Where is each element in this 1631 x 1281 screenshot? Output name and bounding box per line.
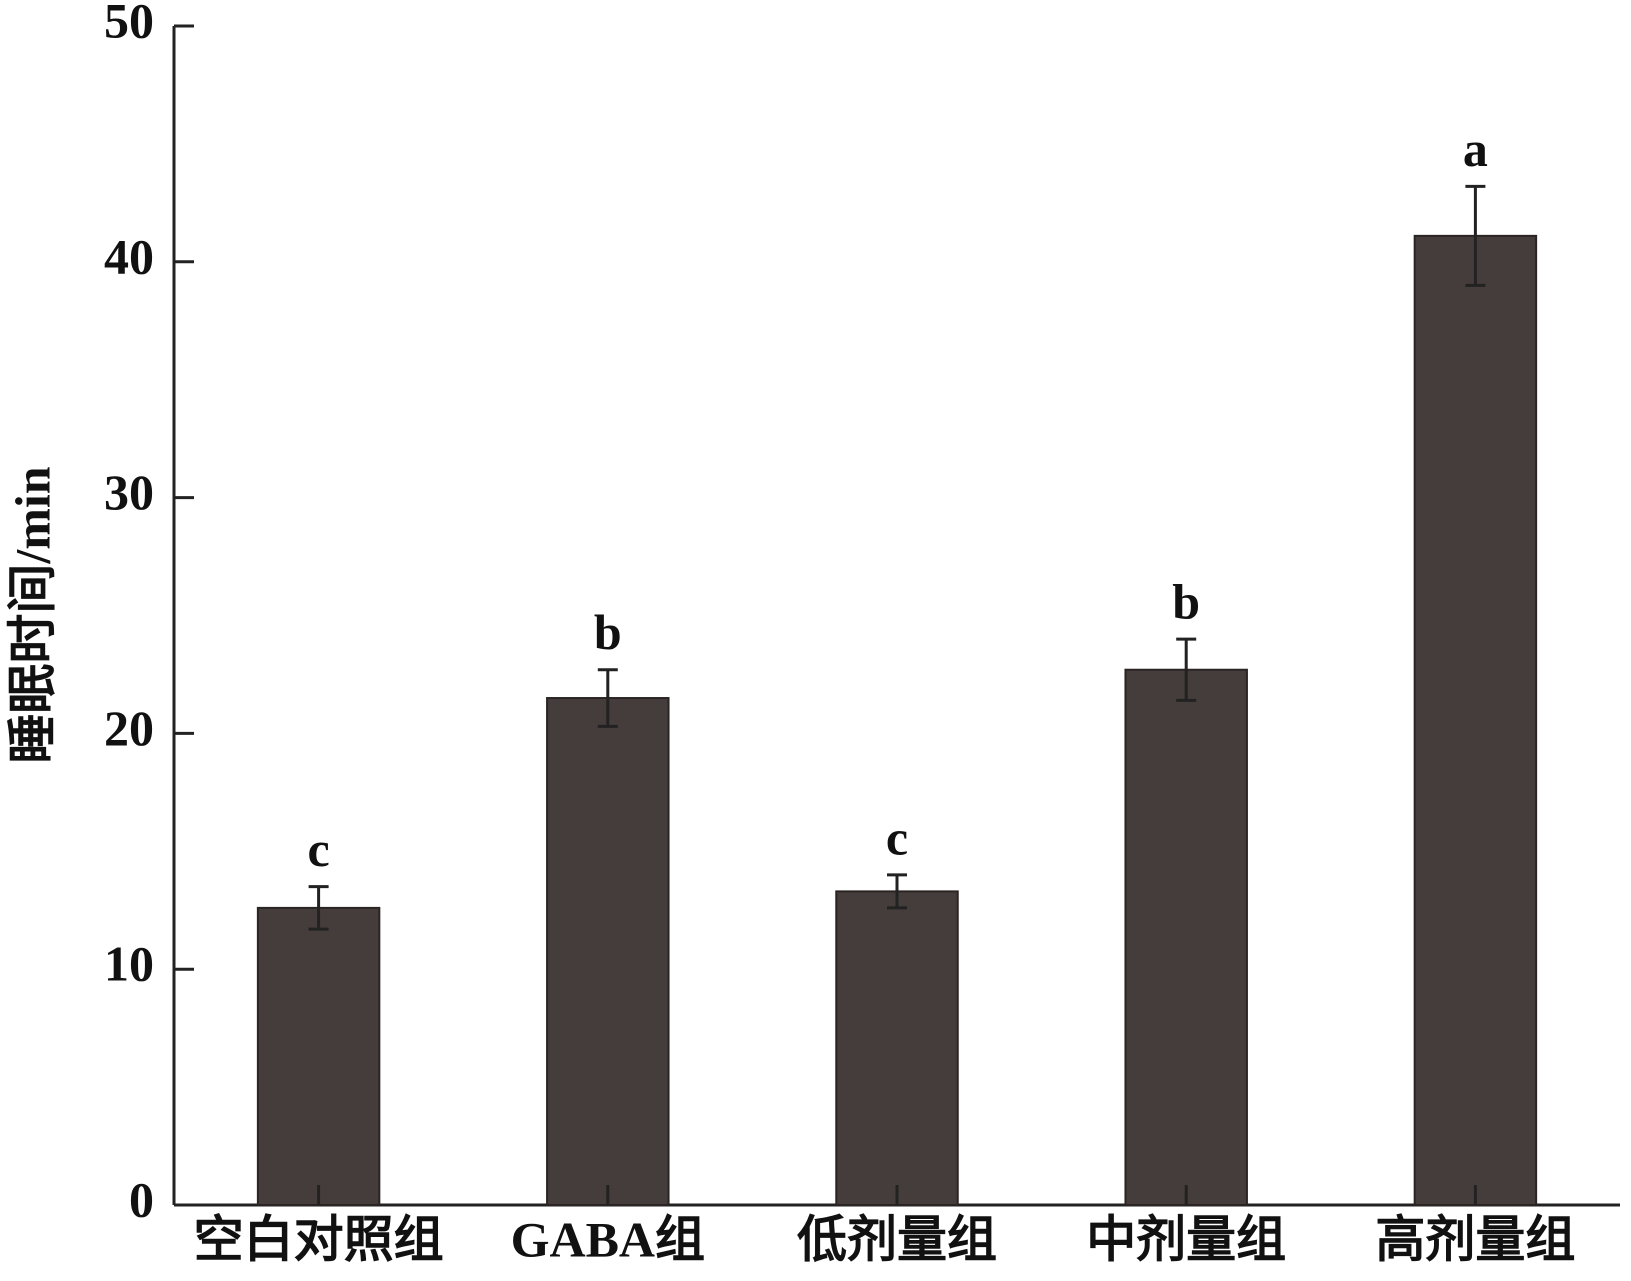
x-tick-label: 中剂量组 xyxy=(1086,1211,1286,1267)
y-tick-label: 30 xyxy=(104,464,154,520)
bar xyxy=(1413,234,1538,1206)
bar xyxy=(1124,668,1248,1206)
annotation: b xyxy=(1172,574,1200,630)
annotation: c xyxy=(307,821,329,877)
error-bar xyxy=(1465,184,1486,287)
bar xyxy=(546,697,670,1207)
x-tick-label: 高剂量组 xyxy=(1375,1211,1575,1267)
y-tick-label: 50 xyxy=(104,0,154,48)
error-bar xyxy=(887,873,907,910)
x-tick-label: GABA组 xyxy=(511,1211,705,1267)
y-axis-label: 睡眠时间/min xyxy=(4,466,60,763)
error-bar xyxy=(597,668,618,728)
bar xyxy=(256,906,381,1207)
error-bar xyxy=(308,885,329,931)
error-bar xyxy=(1176,637,1197,702)
annotation: c xyxy=(886,809,908,865)
x-tick-label: 空白对照组 xyxy=(194,1211,444,1267)
annotation: a xyxy=(1463,121,1488,177)
bar xyxy=(835,890,959,1206)
annotation: b xyxy=(594,604,622,660)
y-tick-label: 40 xyxy=(104,228,154,284)
y-tick-label: 10 xyxy=(104,936,154,992)
y-tick-label: 0 xyxy=(129,1171,154,1227)
x-tick-label: 低剂量组 xyxy=(797,1211,997,1267)
y-tick-label: 20 xyxy=(104,700,154,756)
